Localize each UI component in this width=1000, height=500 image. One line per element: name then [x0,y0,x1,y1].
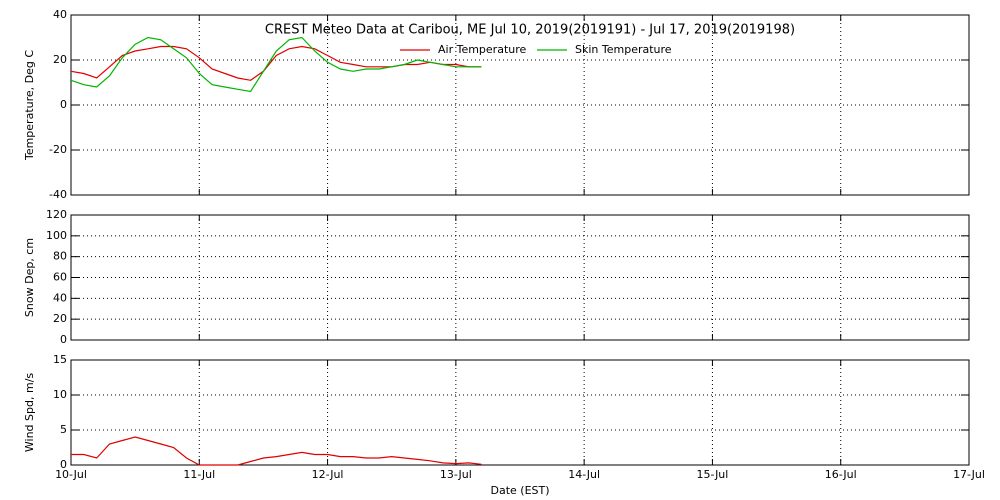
y-tick-label: 10 [53,388,67,401]
y-tick-label: 80 [53,250,67,263]
y-tick-label: 100 [46,229,67,242]
legend-label: Skin Temperature [575,43,672,56]
x-tick-label: 15-Jul [696,468,728,481]
x-tick-label: 11-Jul [183,468,215,481]
x-tick-label: 14-Jul [568,468,600,481]
y-tick-label: 40 [53,8,67,21]
y-tick-label: -40 [49,188,67,201]
y-axis-label: Temperature, Deg C [23,50,36,161]
y-tick-label: 60 [53,271,67,284]
legend-label: Air Temperature [438,43,527,56]
y-tick-label: 0 [60,458,67,471]
series-line [70,45,482,81]
series-line [70,36,482,93]
y-tick-label: 0 [60,333,67,346]
y-tick-label: 120 [46,208,67,221]
x-tick-label: 10-Jul [55,468,87,481]
y-tick-label: 0 [60,98,67,111]
plot-frame [70,359,970,466]
x-tick-label: 13-Jul [440,468,472,481]
chart-title: CREST Meteo Data at Caribou, ME Jul 10, … [265,23,795,38]
plot-frame [70,14,970,196]
plot-frame [70,214,970,341]
x-tick-label: 17-Jul [953,468,985,481]
y-tick-label: 5 [60,423,67,436]
series-line [71,436,482,466]
x-axis-label: Date (EST) [490,484,549,497]
y-tick-label: 15 [53,353,67,366]
x-tick-label: 16-Jul [825,468,857,481]
y-axis-label: Wind Spd, m/s [23,373,36,453]
y-tick-label: 20 [53,312,67,325]
y-tick-label: 40 [53,291,67,304]
y-axis-label: Snow Dep, cm [23,238,36,317]
y-tick-label: -20 [49,143,67,156]
x-tick-label: 12-Jul [312,468,344,481]
y-tick-label: 20 [53,53,67,66]
